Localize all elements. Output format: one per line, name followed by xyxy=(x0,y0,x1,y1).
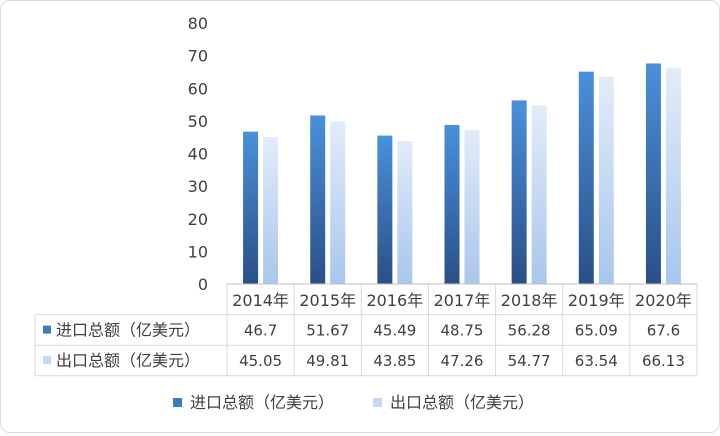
table-value: 65.09 xyxy=(575,322,618,340)
table-value: 43.85 xyxy=(373,352,416,370)
bar-export xyxy=(665,68,681,284)
category-label: 2018年 xyxy=(501,291,558,310)
category-label: 2016年 xyxy=(366,291,423,310)
bars xyxy=(243,63,681,285)
table-key-import xyxy=(43,325,51,334)
table-value: 56.28 xyxy=(508,322,551,340)
y-tick-label: 0 xyxy=(198,275,208,294)
bar-export xyxy=(598,76,614,285)
category-label: 2019年 xyxy=(568,291,625,310)
category-label: 2020年 xyxy=(635,291,692,310)
legend-key-import xyxy=(173,398,182,407)
y-tick-label: 70 xyxy=(188,47,208,66)
bar-import xyxy=(645,63,661,284)
table-value: 49.81 xyxy=(306,352,349,370)
y-tick-label: 20 xyxy=(188,210,208,229)
data-table: 2014年 2015年 2016年 2017年 2018年 2019年 2020年进口总额（… xyxy=(34,283,698,377)
table-series-name: 进口总额（亿美元） xyxy=(56,321,200,340)
y-tick-label: 80 xyxy=(188,14,208,33)
y-tick-label: 40 xyxy=(188,145,208,164)
legend-key-export xyxy=(373,398,382,407)
y-axis: 0 10 20 30 40 50 60 70 80 xyxy=(188,14,208,294)
table-value: 48.75 xyxy=(441,322,484,340)
bar-export xyxy=(330,121,346,284)
bar-export xyxy=(531,105,547,285)
category-label: 2017年 xyxy=(434,291,491,310)
table-value: 67.6 xyxy=(647,322,680,340)
table-value: 66.13 xyxy=(642,352,685,370)
bar-export xyxy=(263,137,279,284)
bar-import xyxy=(511,100,527,284)
bar-export xyxy=(464,129,480,284)
bar-import xyxy=(578,71,594,284)
bar-import xyxy=(444,124,460,284)
table-value: 45.49 xyxy=(373,322,416,340)
table-value: 45.05 xyxy=(239,352,282,370)
legend: 进口总额（亿美元） 出口总额（亿美元） xyxy=(173,393,534,412)
bar-import xyxy=(377,135,393,284)
table-value: 46.7 xyxy=(244,322,277,340)
table-series-name: 出口总额（亿美元） xyxy=(56,351,200,370)
table-value: 47.26 xyxy=(441,352,484,370)
y-tick-label: 50 xyxy=(188,112,208,131)
legend-label: 进口总额（亿美元） xyxy=(190,393,334,412)
y-tick-label: 30 xyxy=(188,177,208,196)
category-label: 2015年 xyxy=(299,291,356,310)
y-tick-label: 10 xyxy=(188,242,208,261)
table-value: 63.54 xyxy=(575,352,618,370)
legend-label: 出口总额（亿美元） xyxy=(390,393,534,412)
bar-import xyxy=(310,115,326,284)
table-value: 54.77 xyxy=(508,352,551,370)
bar-export xyxy=(397,140,413,284)
category-label: 2014年 xyxy=(232,291,289,310)
bar-import xyxy=(243,131,259,284)
y-tick-label: 60 xyxy=(188,79,208,98)
table-key-export xyxy=(43,356,51,365)
table-value: 51.67 xyxy=(306,322,349,340)
